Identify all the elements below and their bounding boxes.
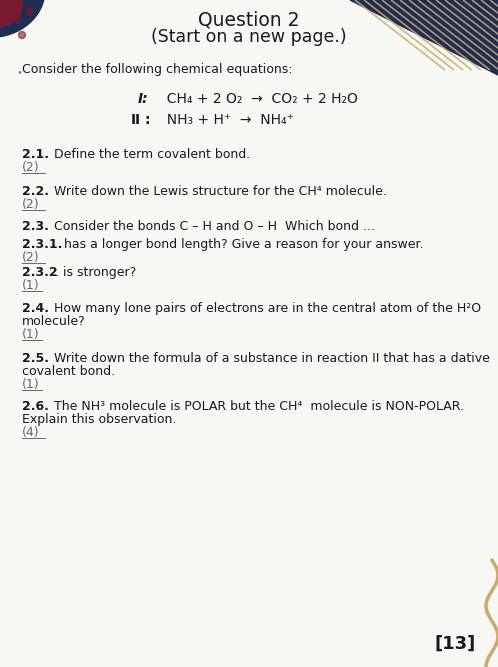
Text: molecule?: molecule? — [22, 315, 86, 328]
Text: 2.3.: 2.3. — [22, 220, 49, 233]
Text: (2): (2) — [22, 198, 40, 211]
Text: •: • — [16, 68, 22, 78]
Text: NH₃ + H⁺  →  NH₄⁺: NH₃ + H⁺ → NH₄⁺ — [158, 113, 294, 127]
Text: [13]: [13] — [434, 635, 476, 653]
Text: Question 2: Question 2 — [198, 10, 300, 29]
Text: Write down the Lewis structure for the CH⁴ molecule.: Write down the Lewis structure for the C… — [50, 185, 387, 198]
Text: I:: I: — [138, 92, 148, 106]
Text: The NH³ molecule is POLAR but the CH⁴  molecule is NON-POLAR.: The NH³ molecule is POLAR but the CH⁴ mo… — [50, 400, 464, 413]
Text: (1): (1) — [22, 378, 40, 391]
Ellipse shape — [26, 9, 33, 15]
Text: How many lone pairs of electrons are in the central atom of the H²O: How many lone pairs of electrons are in … — [50, 302, 481, 315]
Text: (2): (2) — [22, 161, 40, 174]
Ellipse shape — [0, 0, 45, 37]
Polygon shape — [350, 0, 498, 75]
Text: Consider the bonds C – H and O – H  Which bond ...: Consider the bonds C – H and O – H Which… — [50, 220, 375, 233]
Text: (1): (1) — [22, 328, 40, 341]
Text: (2): (2) — [22, 251, 40, 264]
Text: 2.5.: 2.5. — [22, 352, 49, 365]
Ellipse shape — [14, 17, 21, 23]
Text: 2.4.: 2.4. — [22, 302, 49, 315]
Ellipse shape — [0, 0, 22, 27]
Text: (4): (4) — [22, 426, 40, 439]
Text: (1): (1) — [22, 279, 40, 292]
Text: Consider the following chemical equations:: Consider the following chemical equation… — [22, 63, 292, 76]
Text: Write down the formula of a substance in reaction II that has a dative: Write down the formula of a substance in… — [50, 352, 490, 365]
Text: CH₄ + 2 O₂  →  CO₂ + 2 H₂O: CH₄ + 2 O₂ → CO₂ + 2 H₂O — [158, 92, 358, 106]
Text: covalent bond.: covalent bond. — [22, 365, 115, 378]
Text: has a longer bond length? Give a reason for your answer.: has a longer bond length? Give a reason … — [60, 238, 423, 251]
Text: 2.3.1.: 2.3.1. — [22, 238, 62, 251]
Text: 2.3.2: 2.3.2 — [22, 266, 58, 279]
Text: Define the term covalent bond.: Define the term covalent bond. — [50, 148, 250, 161]
Text: 2.6.: 2.6. — [22, 400, 49, 413]
Text: (Start on a new page.): (Start on a new page.) — [151, 28, 347, 46]
Text: Explain this observation.: Explain this observation. — [22, 413, 176, 426]
Text: Ⅱ :: Ⅱ : — [131, 113, 150, 127]
Text: 2.2.: 2.2. — [22, 185, 49, 198]
Text: 2.1.: 2.1. — [22, 148, 49, 161]
Ellipse shape — [18, 31, 25, 39]
Text: . is stronger?: . is stronger? — [55, 266, 136, 279]
